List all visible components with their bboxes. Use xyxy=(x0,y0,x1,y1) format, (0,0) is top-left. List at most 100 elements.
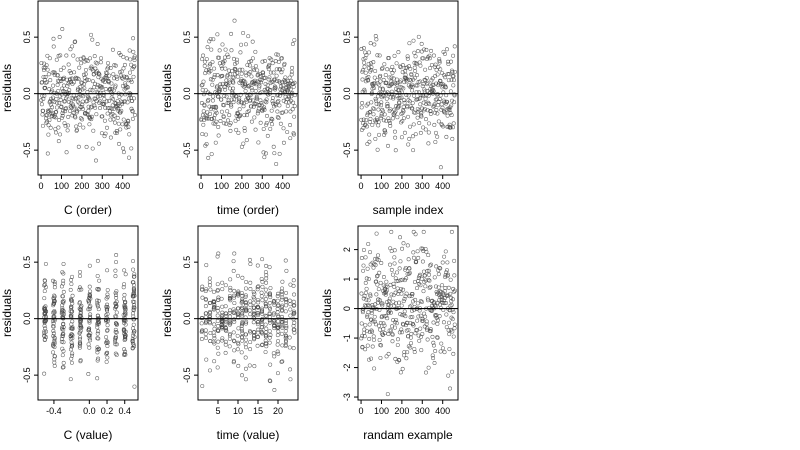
data-point xyxy=(389,75,394,80)
data-point xyxy=(290,65,295,70)
data-point xyxy=(422,47,427,52)
data-point xyxy=(90,88,95,93)
data-point xyxy=(275,100,280,104)
data-point xyxy=(442,73,447,78)
data-point xyxy=(61,331,66,336)
data-point xyxy=(121,327,126,332)
data-point xyxy=(39,61,44,66)
data-point xyxy=(208,287,213,292)
data-point xyxy=(232,288,237,293)
data-point xyxy=(438,165,443,170)
data-point xyxy=(99,85,104,90)
data-point xyxy=(452,273,457,278)
data-point xyxy=(87,305,92,310)
data-point xyxy=(114,74,119,79)
data-point xyxy=(87,263,92,268)
data-point xyxy=(433,139,438,144)
data-point xyxy=(255,263,260,268)
data-point xyxy=(96,307,101,312)
data-point xyxy=(119,69,124,74)
data-point xyxy=(105,111,110,116)
data-point xyxy=(216,339,221,344)
data-point xyxy=(240,311,245,316)
data-point xyxy=(239,350,244,355)
data-point xyxy=(104,75,109,80)
data-point xyxy=(132,344,137,349)
data-point xyxy=(106,65,111,70)
data-point xyxy=(70,344,75,348)
data-point xyxy=(433,349,438,353)
data-point xyxy=(445,47,449,52)
data-point xyxy=(216,328,221,333)
data-point xyxy=(114,310,119,315)
data-point xyxy=(62,75,67,80)
data-point xyxy=(444,325,449,330)
data-point xyxy=(382,132,387,137)
data-point xyxy=(208,314,212,319)
data-point xyxy=(60,113,65,118)
data-point xyxy=(416,34,421,39)
data-point xyxy=(275,298,280,303)
data-point xyxy=(62,121,67,126)
data-point xyxy=(243,355,248,360)
data-point xyxy=(445,268,449,273)
data-point xyxy=(388,107,393,112)
data-point xyxy=(70,102,75,107)
data-point xyxy=(105,351,109,356)
data-point xyxy=(418,102,423,107)
data-point xyxy=(262,59,267,63)
data-point xyxy=(113,335,118,340)
data-point xyxy=(231,307,236,312)
data-point xyxy=(60,111,65,116)
data-point xyxy=(403,314,408,319)
data-point xyxy=(437,97,442,101)
data-point xyxy=(132,384,137,389)
data-point xyxy=(425,80,430,85)
data-point xyxy=(395,270,399,275)
data-point xyxy=(386,351,391,356)
data-point xyxy=(231,338,236,343)
data-point xyxy=(95,42,100,46)
data-point xyxy=(120,122,125,127)
data-point xyxy=(263,270,268,275)
data-point xyxy=(84,144,89,149)
data-point xyxy=(232,295,237,300)
data-point xyxy=(244,319,249,324)
data-point xyxy=(60,346,65,351)
data-point xyxy=(102,118,107,123)
data-point xyxy=(451,53,456,58)
data-point xyxy=(283,338,288,343)
data-point xyxy=(199,116,204,121)
data-point xyxy=(211,94,216,99)
data-point xyxy=(231,86,236,91)
data-point xyxy=(427,121,431,126)
data-point xyxy=(425,296,430,301)
x-tick-label: 0.0 xyxy=(83,406,96,416)
data-point xyxy=(369,65,374,70)
data-point xyxy=(215,345,220,350)
data-point xyxy=(265,83,270,88)
data-point xyxy=(376,94,380,99)
plot-frame xyxy=(357,0,459,176)
data-point xyxy=(426,365,431,370)
data-point xyxy=(99,131,104,136)
data-point xyxy=(392,248,397,253)
data-point xyxy=(243,377,248,382)
data-point xyxy=(257,85,262,90)
data-point xyxy=(263,75,268,80)
data-point xyxy=(291,283,296,288)
data-point xyxy=(89,104,94,109)
data-point xyxy=(59,115,64,120)
data-point xyxy=(68,109,73,114)
data-point xyxy=(436,272,441,277)
data-point xyxy=(427,278,432,283)
data-point xyxy=(131,305,136,310)
data-point xyxy=(200,87,205,92)
data-point xyxy=(382,323,387,328)
data-point xyxy=(51,333,56,338)
data-point xyxy=(239,144,244,149)
data-point xyxy=(114,293,119,298)
data-point xyxy=(256,330,260,335)
data-point xyxy=(207,280,212,285)
data-point xyxy=(256,327,261,332)
